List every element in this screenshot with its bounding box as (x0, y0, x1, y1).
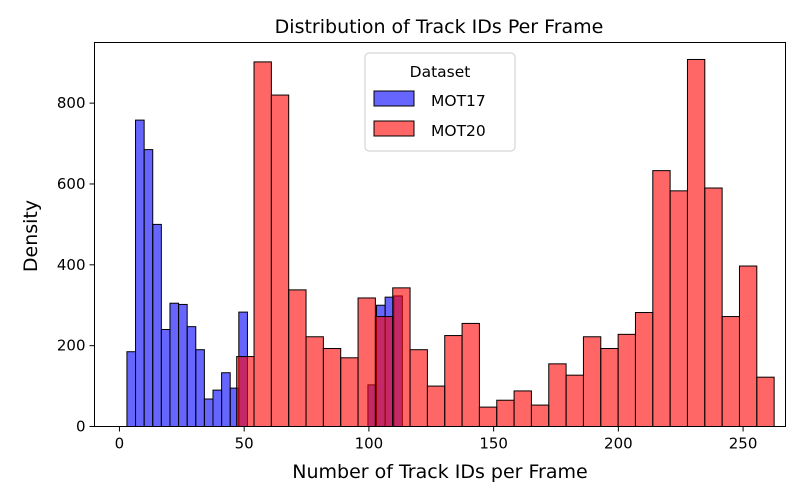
plot-frame (94, 42, 786, 427)
mot20-bar (565, 374, 584, 427)
bars-layer (126, 58, 775, 428)
y-axis-title: Density (20, 200, 42, 272)
mot20-bar (357, 297, 376, 427)
mot20-bar (738, 265, 758, 427)
mot20-bar (253, 61, 272, 428)
mot20-bar (496, 399, 515, 428)
mot20-bar (270, 94, 290, 428)
x-tick-label: 50 (235, 435, 254, 453)
mot20-bar (236, 356, 255, 427)
mot20-bar (756, 376, 775, 427)
x-tick-label: 0 (115, 435, 125, 453)
mot17-bar (143, 149, 154, 427)
mot20-bar (634, 312, 654, 427)
mot17-bar (212, 389, 223, 428)
mot20-bar (530, 404, 550, 428)
mot20-bar (582, 336, 602, 427)
mot20-bar (340, 357, 359, 427)
mot20-bar (392, 287, 411, 428)
mot17-bar (186, 326, 197, 427)
mot20-bar (513, 390, 532, 427)
legend-title: Dataset (410, 63, 471, 81)
mot20-bar (686, 58, 706, 428)
x-tick-label: 200 (604, 435, 633, 453)
mot20-bar (288, 289, 307, 427)
mot20-bar (721, 316, 740, 428)
legend-label-mot17: MOT17 (431, 92, 486, 110)
x-tick-label: 100 (355, 435, 384, 453)
mot20-bar (444, 335, 463, 428)
mot17-bar (126, 351, 137, 427)
y-tick-label: 800 (57, 94, 86, 112)
y-tick-label: 400 (57, 256, 86, 274)
x-axis-title: Number of Track IDs per Frame (292, 461, 587, 483)
legend-swatch-mot20 (373, 120, 415, 137)
mot17-bar (160, 328, 171, 427)
mot20-bar (409, 349, 428, 428)
mot20-bar (478, 406, 498, 428)
x-tick-label: 150 (479, 435, 508, 453)
mot17-bar (203, 398, 214, 427)
mot20-bar (426, 385, 446, 427)
legend: Dataset MOT17 MOT20 (364, 52, 516, 152)
y-tick-label: 600 (57, 175, 86, 193)
x-axis: 0 50 100 150 200 250 (115, 426, 758, 453)
mot20-bar (548, 363, 567, 428)
mot17-bar (195, 349, 205, 428)
mot17-bar (152, 223, 162, 427)
y-axis: 0 200 400 600 800 (57, 94, 95, 436)
mot17-bar (221, 372, 231, 427)
mot17-bar (178, 303, 188, 427)
mot20-bar (600, 347, 619, 427)
mot20-bar (374, 316, 394, 428)
mot20-bar (652, 170, 671, 427)
mot17-bar (135, 119, 145, 427)
mot20-bar (704, 187, 723, 427)
y-tick-label: 0 (76, 418, 86, 436)
x-tick-label: 250 (729, 435, 758, 453)
legend-swatch-mot17 (373, 90, 415, 107)
mot20-bar (322, 347, 342, 427)
mot20-bar (617, 333, 636, 427)
mot20-bar (461, 322, 480, 428)
mot20-bar (305, 336, 324, 427)
y-tick-label: 200 (57, 337, 86, 355)
legend-label-mot20: MOT20 (431, 122, 486, 140)
chart-title: Distribution of Track IDs Per Frame (275, 16, 604, 38)
mot20-bar (669, 190, 688, 427)
mot17-bar (169, 302, 180, 427)
